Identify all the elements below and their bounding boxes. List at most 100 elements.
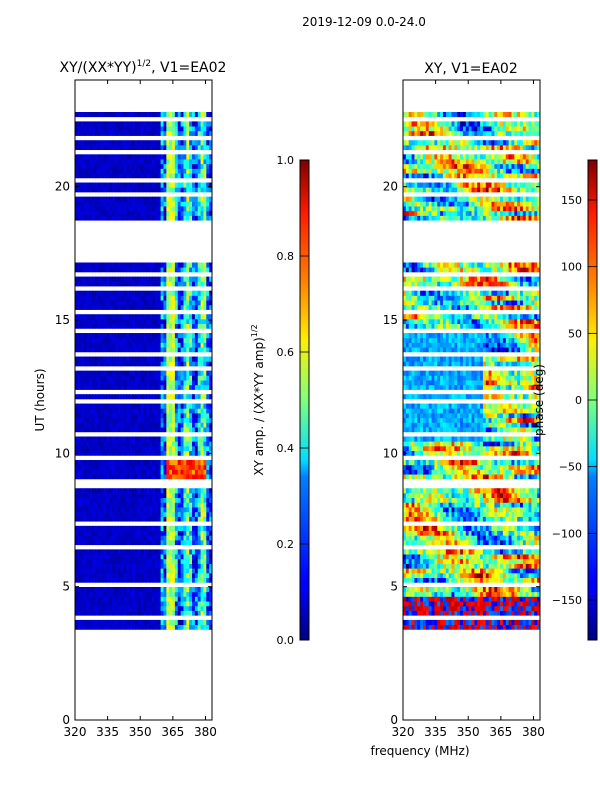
heatmap-cell	[482, 535, 487, 541]
heatmap-cell	[114, 525, 119, 531]
heatmap-cell	[408, 563, 413, 569]
heatmap-cell	[508, 619, 513, 626]
heatmap-cell	[97, 276, 102, 282]
heatmap-cell	[494, 624, 498, 630]
heatmap-cell	[117, 412, 122, 419]
heatmap-cell	[186, 267, 190, 273]
heatmap-cell	[97, 262, 102, 268]
heatmap-cell	[97, 427, 102, 433]
heatmap-cell	[117, 323, 122, 329]
heatmap-cell	[80, 412, 85, 419]
heatmap-cell	[137, 619, 142, 626]
heatmap-cell	[460, 558, 464, 564]
heatmap-cell	[152, 182, 156, 188]
heatmap-cell	[505, 549, 510, 555]
heatmap-cell	[86, 511, 90, 517]
heatmap-cell	[502, 610, 507, 616]
heatmap-cell	[89, 262, 93, 268]
heatmap-cell	[154, 159, 159, 165]
heatmap-cell	[92, 318, 96, 325]
heatmap-cell	[106, 507, 110, 513]
heatmap-cell	[77, 168, 82, 174]
heatmap-cell	[120, 403, 125, 409]
heatmap-cell	[197, 450, 202, 456]
heatmap-cell	[451, 530, 455, 536]
heatmap-cell	[77, 488, 82, 494]
heatmap-cell	[129, 530, 133, 536]
heatmap-cell	[129, 130, 133, 136]
heatmap-cell	[200, 210, 205, 216]
heatmap-cell	[194, 126, 199, 132]
heatmap-cell	[422, 507, 427, 513]
heatmap-cell	[428, 591, 433, 597]
heatmap-cell	[183, 549, 187, 555]
heatmap-cell	[146, 596, 150, 602]
heatmap-cell	[134, 370, 139, 376]
heatmap-cell	[120, 333, 125, 339]
heatmap-cell	[120, 577, 125, 583]
heatmap-cell	[114, 408, 119, 414]
heatmap-cell	[132, 347, 136, 353]
heatmap-cell	[77, 206, 82, 212]
heatmap-cell	[420, 539, 424, 546]
heatmap-cell	[172, 539, 176, 546]
heatmap-cell	[177, 337, 182, 343]
y-tick-label: 20	[55, 180, 70, 194]
heatmap-cell	[194, 342, 199, 348]
heatmap-cell	[163, 140, 167, 146]
heatmap-cell	[123, 511, 127, 517]
heatmap-cell	[103, 591, 107, 597]
heatmap-cell	[75, 525, 79, 531]
heatmap-cell	[129, 516, 133, 522]
heatmap-cell	[166, 441, 170, 447]
heatmap-cell	[112, 384, 116, 390]
heatmap-cell	[75, 535, 79, 541]
heatmap-cell	[143, 525, 147, 531]
heatmap-cell	[120, 445, 125, 452]
heatmap-cell	[434, 507, 438, 513]
heatmap-cell	[123, 568, 127, 574]
heatmap-cell	[200, 619, 205, 626]
heatmap-cell	[129, 417, 133, 423]
heatmap-cell	[497, 587, 501, 593]
heatmap-cell	[534, 525, 538, 531]
heatmap-cell	[80, 304, 85, 310]
heatmap-cell	[411, 605, 416, 611]
heatmap-cell	[183, 436, 187, 442]
heatmap-cell	[200, 173, 205, 179]
heatmap-cell	[134, 276, 139, 282]
heatmap-cell	[192, 126, 196, 132]
heatmap-cell	[163, 173, 167, 179]
heatmap-cell	[103, 610, 107, 616]
heatmap-cell	[75, 159, 79, 165]
heatmap-cell	[100, 140, 105, 146]
heatmap-cell	[468, 502, 473, 508]
heatmap-cell	[97, 464, 102, 470]
heatmap-cell	[482, 572, 487, 578]
heatmap-cell	[174, 126, 179, 132]
heatmap-cell	[106, 168, 110, 174]
heatmap-cell	[106, 361, 110, 367]
heatmap-cell	[149, 507, 153, 513]
heatmap-cell	[134, 130, 139, 136]
heatmap-cell	[77, 587, 82, 593]
heatmap-cell	[140, 206, 145, 212]
heatmap-cell	[149, 408, 153, 414]
heatmap-cell	[92, 300, 96, 306]
heatmap-cell	[117, 601, 122, 607]
heatmap-cell	[86, 300, 90, 306]
heatmap-cell	[197, 563, 202, 569]
heatmap-cell	[172, 427, 176, 433]
heatmap-cell	[114, 304, 119, 310]
heatmap-cell	[97, 384, 102, 390]
heatmap-cell	[180, 427, 185, 433]
heatmap-cell	[86, 422, 90, 428]
heatmap-cell	[143, 587, 147, 593]
heatmap-cell	[109, 318, 113, 325]
heatmap-cell	[206, 539, 210, 546]
heatmap-cell	[140, 182, 145, 188]
heatmap-cell	[83, 441, 88, 447]
heatmap-cell	[117, 144, 122, 151]
heatmap-cell	[186, 572, 190, 578]
heatmap-cell	[200, 539, 205, 546]
